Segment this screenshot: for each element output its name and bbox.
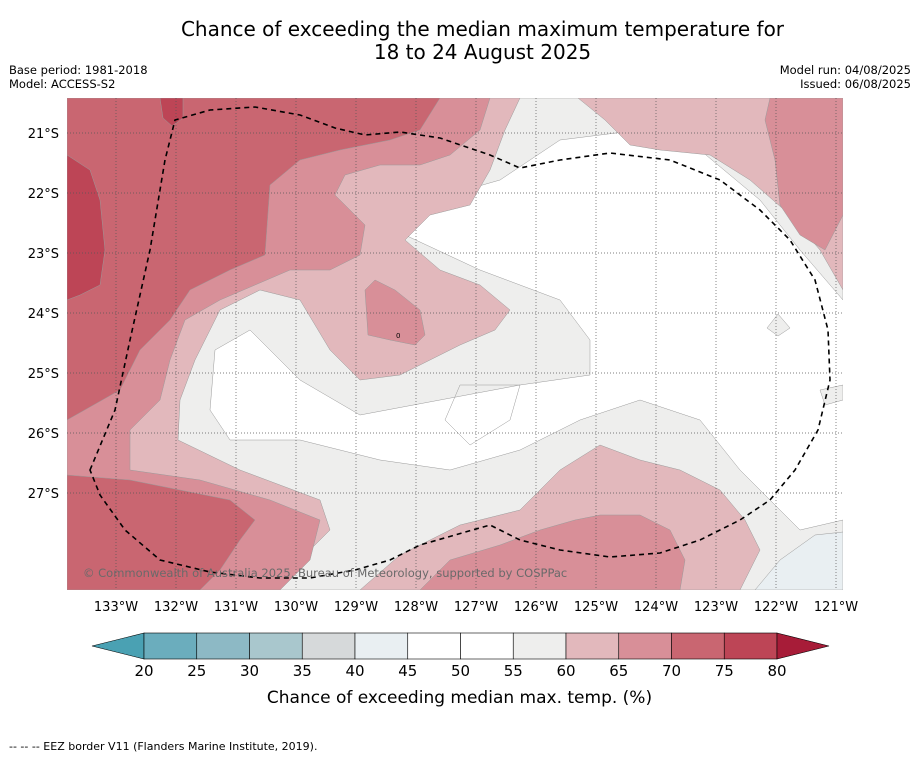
lon-label: 128°W	[394, 600, 438, 615]
colorbar-tick-label: 20	[134, 662, 153, 680]
colorbar-tick-label: 60	[556, 662, 575, 680]
lon-label: 127°W	[454, 600, 498, 615]
colorbar-segments	[143, 632, 778, 660]
copyright-notice: © Commonwealth of Australia 2025, Bureau…	[83, 566, 567, 580]
colorbar-segment	[565, 632, 620, 660]
lat-label: 22°S	[28, 187, 59, 202]
lon-label: 124°W	[634, 600, 678, 615]
contour-value-label: 0	[396, 332, 400, 340]
colorbar-tick-label: 80	[767, 662, 786, 680]
model-info: Base period: 1981-2018 Model: ACCESS-S2	[9, 63, 148, 91]
colorbar-tick-label: 75	[715, 662, 734, 680]
band-40-45	[754, 531, 843, 590]
model-run: Model run: 04/08/2025	[779, 63, 911, 77]
colorbar-tick-label: 70	[662, 662, 681, 680]
lat-label: 23°S	[28, 247, 59, 262]
band-65-70-center	[364, 279, 426, 346]
lon-label: 125°W	[574, 600, 618, 615]
colorbar-segment	[512, 632, 567, 660]
colorbar-segment	[354, 632, 409, 660]
lon-label: 130°W	[274, 600, 318, 615]
map-title: Chance of exceeding the median maximum t…	[0, 18, 919, 64]
colorbar: 20 25 30 35 40 45 50 55 60 65 70 75 80	[91, 632, 830, 680]
model-name: Model: ACCESS-S2	[9, 77, 116, 91]
lon-label: 121°W	[814, 600, 858, 615]
colorbar-segment	[671, 632, 725, 660]
lon-label: 123°W	[694, 600, 738, 615]
colorbar-label: Chance of exceeding median max. temp. (%…	[266, 688, 653, 708]
colorbar-tick-label: 50	[451, 662, 470, 680]
colorbar-segment	[460, 632, 514, 660]
small-contour-center	[444, 384, 521, 446]
lat-label: 24°S	[28, 307, 59, 322]
colorbar-tick-label: 45	[398, 662, 417, 680]
colorbar-tick-label: 40	[345, 662, 364, 680]
band-65-70-north-east	[764, 98, 843, 251]
colorbar-tick-label: 55	[504, 662, 523, 680]
small-contour-east-2	[819, 384, 843, 406]
band-70-75-southwest	[67, 474, 256, 590]
colorbar-segment	[407, 632, 461, 660]
graticule	[67, 98, 843, 590]
issued-date: Issued: 06/08/2025	[800, 77, 911, 91]
lon-label: 129°W	[334, 600, 378, 615]
colorbar-high-arrow	[776, 632, 830, 660]
colorbar-segment	[143, 632, 198, 660]
colorbar-segment	[618, 632, 672, 660]
band-65-70-south	[419, 514, 686, 590]
small-contour-east	[766, 313, 791, 337]
lat-label: 25°S	[28, 367, 59, 382]
colorbar-segment	[301, 632, 356, 660]
lon-label: 131°W	[214, 600, 258, 615]
latitude-labels: 21°S 22°S 23°S 24°S 25°S 26°S 27°S	[28, 127, 59, 502]
title-line-1: Chance of exceeding the median maximum t…	[180, 17, 785, 41]
colorbar-tick-label: 30	[240, 662, 259, 680]
lon-label: 126°W	[514, 600, 558, 615]
band-75-80-west	[67, 154, 106, 301]
colorbar-ticks: 20 25 30 35 40 45 50 55 60 65 70 75 80	[134, 662, 786, 680]
title-line-2: 18 to 24 August 2025	[373, 40, 592, 64]
base-period: Base period: 1981-2018	[9, 63, 148, 77]
colorbar-low-arrow	[91, 632, 145, 660]
eez-border	[89, 106, 831, 579]
probability-field	[67, 98, 843, 590]
colorbar-tick-label: 35	[293, 662, 312, 680]
lon-label: 132°W	[154, 600, 198, 615]
band-70-75-west	[67, 98, 441, 421]
colorbar-segment	[249, 632, 303, 660]
run-info: Model run: 04/08/2025 Issued: 06/08/2025	[780, 63, 911, 91]
colorbar-segment	[723, 632, 778, 660]
colorbar-segment	[196, 632, 250, 660]
lon-label: 122°W	[754, 600, 798, 615]
eez-legend: -- -- -- EEZ border V11 (Flanders Marine…	[9, 740, 318, 753]
colorbar-tick-label: 65	[609, 662, 628, 680]
colorbar-tick-label: 25	[187, 662, 206, 680]
lat-label: 26°S	[28, 427, 59, 442]
lat-label: 27°S	[28, 487, 59, 502]
lat-label: 21°S	[28, 127, 59, 142]
longitude-labels: 133°W 132°W 131°W 130°W 129°W 128°W 127°…	[94, 600, 858, 615]
lon-label: 133°W	[94, 600, 138, 615]
